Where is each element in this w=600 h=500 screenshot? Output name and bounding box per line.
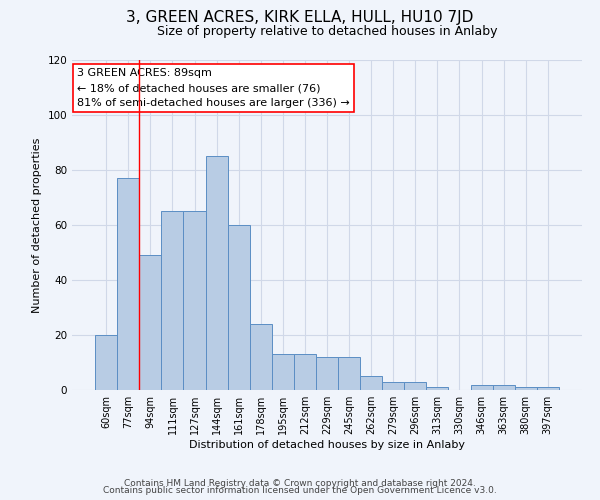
Bar [272,354,294,390]
Bar [493,384,515,390]
Bar [382,382,404,390]
Bar [139,255,161,390]
Bar [227,225,250,390]
Bar [161,211,184,390]
Bar [316,357,338,390]
Bar [537,387,559,390]
Title: Size of property relative to detached houses in Anlaby: Size of property relative to detached ho… [157,25,497,38]
Bar [95,335,117,390]
Text: Contains HM Land Registry data © Crown copyright and database right 2024.: Contains HM Land Registry data © Crown c… [124,478,476,488]
Bar [206,156,227,390]
Bar [404,382,427,390]
Bar [470,384,493,390]
Bar [427,387,448,390]
Bar [294,354,316,390]
Bar [250,324,272,390]
Y-axis label: Number of detached properties: Number of detached properties [32,138,42,312]
Text: Contains public sector information licensed under the Open Government Licence v3: Contains public sector information licen… [103,486,497,495]
Bar [515,387,537,390]
Text: 3, GREEN ACRES, KIRK ELLA, HULL, HU10 7JD: 3, GREEN ACRES, KIRK ELLA, HULL, HU10 7J… [127,10,473,25]
Text: 3 GREEN ACRES: 89sqm
← 18% of detached houses are smaller (76)
81% of semi-detac: 3 GREEN ACRES: 89sqm ← 18% of detached h… [77,68,350,108]
Bar [360,376,382,390]
Bar [117,178,139,390]
X-axis label: Distribution of detached houses by size in Anlaby: Distribution of detached houses by size … [189,440,465,450]
Bar [338,357,360,390]
Bar [184,211,206,390]
